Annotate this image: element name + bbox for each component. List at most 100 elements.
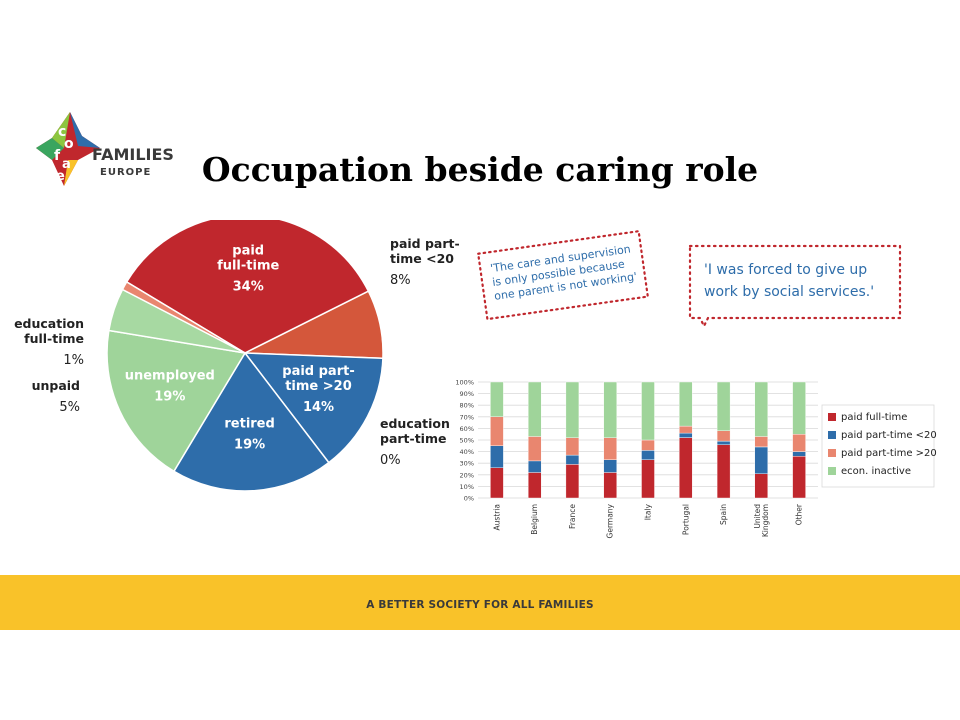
pie-slice-label: part-time xyxy=(380,431,446,446)
logo-letters: c o f a c e xyxy=(44,124,74,184)
pie-slice-label: unpaid xyxy=(32,378,80,393)
pie-slice-value: 19% xyxy=(234,438,265,453)
bar-segment xyxy=(641,459,655,499)
logo-star-icon xyxy=(36,112,100,186)
legend-label: econ. inactive xyxy=(841,466,911,477)
legend-label: paid part-time >20 xyxy=(841,448,937,459)
pie-slice xyxy=(125,220,370,354)
bar-segment xyxy=(490,381,504,417)
bar-segment xyxy=(679,425,693,434)
bar-segment xyxy=(527,436,542,462)
coface-logo: c o f a c e FAMILIES EUROPE xyxy=(36,112,174,186)
bar-segment xyxy=(603,459,617,473)
x-tick-label: Other xyxy=(795,503,804,525)
x-tick-label: Spain xyxy=(719,504,728,525)
bar-segment xyxy=(490,467,504,499)
y-tick-label: 40% xyxy=(460,448,474,456)
pie-slice-value: 8% xyxy=(390,273,411,288)
bar-segment xyxy=(527,472,542,499)
bar-segment xyxy=(565,454,580,465)
logo-letter: e xyxy=(56,169,65,184)
y-tick-label: 20% xyxy=(460,471,474,479)
y-tick-label: 30% xyxy=(460,460,474,468)
bar-segment xyxy=(490,416,504,446)
logo-region: EUROPE xyxy=(100,167,151,178)
y-tick-label: 0% xyxy=(464,495,474,503)
bar-segment xyxy=(527,460,542,473)
bar-segment xyxy=(754,381,768,437)
bar-segment xyxy=(792,455,806,499)
y-tick-label: 70% xyxy=(460,413,474,421)
bar-segment xyxy=(490,445,504,469)
y-tick-label: 60% xyxy=(460,425,474,433)
y-tick-label: 50% xyxy=(460,437,474,445)
bar-segment xyxy=(716,430,731,442)
pie-slice-label: paid part- xyxy=(390,236,460,251)
bar-segment xyxy=(603,472,617,499)
pie-slice-label: retired xyxy=(224,417,274,432)
logo-letter: c xyxy=(58,124,66,140)
logo-letter: c xyxy=(44,161,52,176)
pie-slice-label: time >20 xyxy=(285,379,352,394)
pie-slice-value: 1% xyxy=(63,353,84,368)
x-tick-label: United xyxy=(753,504,762,529)
pie-slice-label: time <20 xyxy=(390,251,454,266)
logo-letter: a xyxy=(62,157,71,172)
legend-frame xyxy=(821,404,935,488)
x-tick-label: Kingdom xyxy=(761,504,770,537)
pie-slice-label: education xyxy=(380,416,450,431)
bar-segment xyxy=(679,437,693,499)
bar-segment xyxy=(565,464,580,499)
y-tick-label: 100% xyxy=(455,379,474,387)
bar-segment xyxy=(641,381,655,441)
bar-segment xyxy=(679,432,693,438)
bar-segment xyxy=(754,446,768,474)
quote-frame xyxy=(688,244,902,329)
y-tick-label: 10% xyxy=(460,483,474,491)
pie-slice-label: paid part- xyxy=(282,364,354,379)
bar-segment xyxy=(792,381,806,435)
pie-slice xyxy=(172,351,330,492)
pie-slice-value: 0% xyxy=(380,453,401,468)
y-tick-label: 80% xyxy=(460,402,474,410)
logo-letter: o xyxy=(64,136,74,152)
x-tick-label: Austria xyxy=(492,504,501,531)
x-tick-label: Portugal xyxy=(681,504,690,535)
legend-swatch xyxy=(828,467,836,475)
legend-label: paid part-time <20 xyxy=(841,430,937,441)
pie-slice-value: 19% xyxy=(154,390,185,405)
pie-slice xyxy=(243,352,384,464)
x-tick-label: Belgium xyxy=(530,504,539,535)
pie-slice-value: 34% xyxy=(233,279,264,294)
quote-box-care: 'The care and supervision is only possib… xyxy=(476,229,650,321)
pie-slice-value: 5% xyxy=(59,400,80,415)
bar-segment xyxy=(641,450,655,460)
bar-segment xyxy=(527,381,542,437)
legend-swatch xyxy=(828,413,836,421)
quote-line: 'I was forced to give up xyxy=(704,262,867,278)
slide-title: Occupation beside caring role xyxy=(201,150,759,189)
legend-swatch xyxy=(828,449,836,457)
stacked-bar-chart: 0% 10% 20% 30% 40% 50% 60% 70% 80% 90% 100% Austria… xyxy=(455,379,937,539)
pie-slice-label: full-time xyxy=(217,258,279,273)
y-tick-label: 90% xyxy=(460,390,474,398)
legend-swatch xyxy=(828,431,836,439)
pie-slice xyxy=(106,329,247,473)
pie-slice-label: education xyxy=(14,316,84,331)
pie-slice-label: unemployed xyxy=(125,369,215,384)
quote-line: work by social services.' xyxy=(704,284,874,300)
quote-box-social-services: 'I was forced to give up work by social … xyxy=(688,244,902,329)
bar-segment xyxy=(565,437,580,456)
logo-letter: f xyxy=(54,148,61,164)
footer-bar: A BETTER SOCIETY FOR ALL FAMILIES xyxy=(0,575,960,630)
logo-name: FAMILIES xyxy=(92,145,174,164)
x-tick-label: France xyxy=(568,504,577,529)
bar-segment xyxy=(565,381,580,438)
quote-frame xyxy=(476,229,650,321)
legend-label: paid full-time xyxy=(841,412,907,423)
bar-segment xyxy=(716,440,731,445)
bar-segment xyxy=(792,451,806,457)
footer-tagline: A BETTER SOCIETY FOR ALL FAMILIES xyxy=(366,599,594,611)
pie-slice-label: full-time xyxy=(24,331,84,346)
